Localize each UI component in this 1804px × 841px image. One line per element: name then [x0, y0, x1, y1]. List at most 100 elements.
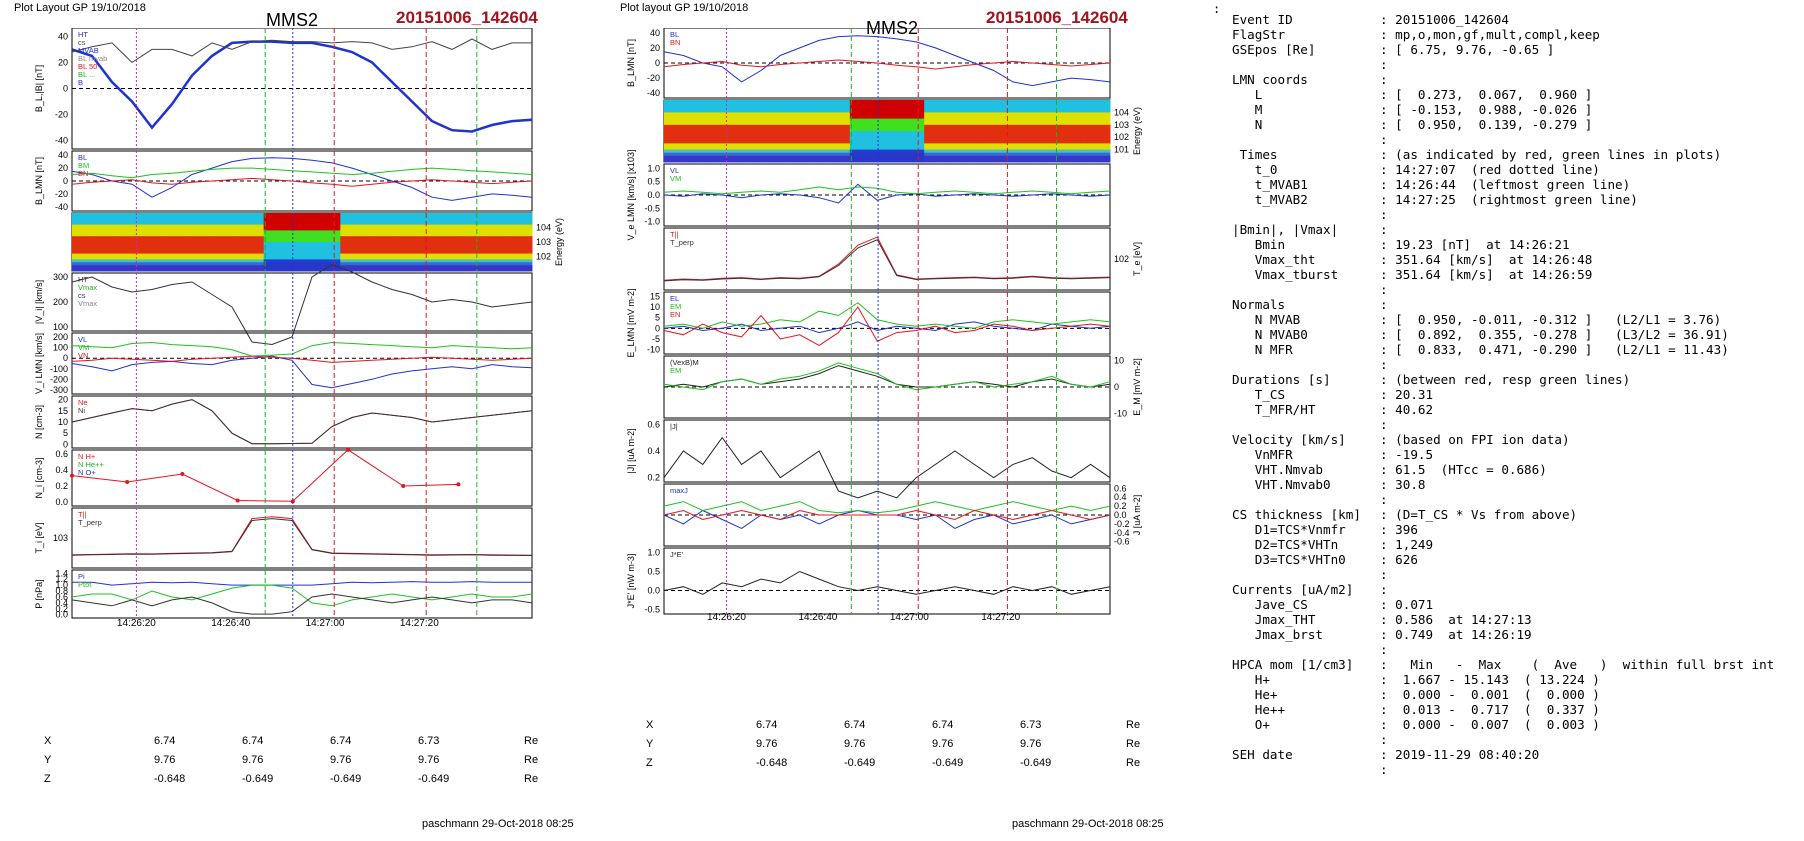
- spectrogram-cell: [378, 213, 387, 220]
- spectrogram-cell: [1043, 106, 1052, 113]
- spectrogram-cell: [256, 218, 265, 226]
- spectrogram-cell: [924, 124, 933, 132]
- spectrogram-cell: [991, 112, 999, 120]
- spectrogram-cell: [102, 224, 111, 231]
- spectrogram-cell: [164, 213, 173, 220]
- left-ytick-label: 20: [58, 57, 68, 67]
- spectrogram-cell: [805, 100, 814, 107]
- spectrogram-cell: [983, 106, 992, 113]
- spectrogram-cell: [775, 100, 784, 107]
- spectrogram-cell: [394, 230, 403, 237]
- summary-key: Currents [uA/m2]: [1232, 582, 1354, 597]
- spectrogram-cell: [317, 236, 326, 243]
- spectrogram-cell: [447, 247, 456, 255]
- spectrogram-cell: [775, 137, 784, 144]
- spectrogram-cell: [1057, 118, 1066, 126]
- spectrogram-cell: [1020, 137, 1029, 144]
- spectrogram-cell: [924, 112, 933, 120]
- summary-row: Currents [uA/m2]:: [1232, 582, 1804, 597]
- summary-row: D2=TCS*VHTn: 1,249: [1232, 537, 1804, 552]
- spectrogram-cell: [730, 106, 739, 113]
- position-row-label: X: [44, 735, 52, 747]
- spectrogram-cell: [1013, 100, 1022, 107]
- spectrogram-cell: [760, 100, 769, 107]
- left-spacecraft-title: MMS2: [266, 10, 319, 30]
- left-series--b-: [71, 38, 532, 64]
- summary-row: Durations [s]: (between red, resp green …: [1232, 372, 1804, 387]
- spectrogram-cell: [118, 236, 127, 243]
- spectrogram-cell: [678, 124, 687, 132]
- spectrogram-cell: [730, 118, 739, 126]
- left-ytick-label: 103: [53, 533, 68, 543]
- mid-ytick-label: -10: [647, 345, 660, 355]
- position-value: 6.74: [154, 735, 176, 747]
- spectrogram-cell: [432, 247, 441, 255]
- spectrogram-cell: [1057, 143, 1066, 151]
- summary-value: : 1.667 - 15.143 ( 13.224 ): [1380, 672, 1600, 687]
- spectrogram-cell: [953, 137, 962, 144]
- spectrogram-cell: [753, 118, 762, 126]
- spectrogram-cell: [730, 131, 739, 138]
- spectrogram-cell: [797, 100, 806, 107]
- mid-ytick-label: 10: [1114, 355, 1124, 365]
- mid-series-el: [663, 321, 1111, 334]
- spectrogram-cell: [775, 118, 784, 126]
- spectrogram-cell: [233, 218, 242, 226]
- spectrogram-cell: [332, 230, 341, 237]
- summary-key: Velocity [km/s]: [1232, 432, 1346, 447]
- mid-panel-frame: [663, 291, 1111, 355]
- left-series-p-total: [72, 581, 532, 586]
- spectrogram-cell: [72, 230, 81, 237]
- spectrogram-cell: [516, 213, 525, 220]
- spectrogram-cell: [171, 224, 180, 231]
- left-legend-entry: HT: [78, 275, 88, 284]
- spectrogram-cell: [225, 218, 234, 226]
- spectrogram-cell: [256, 224, 265, 231]
- summary-row: VnMFR: -19.5: [1232, 447, 1804, 462]
- spectrogram-cell: [394, 224, 403, 231]
- summary-value: : (D=T_CS * Vs from above): [1380, 507, 1578, 522]
- mid-ytick-label: 0: [1114, 382, 1119, 392]
- spectrogram-cell: [968, 106, 977, 113]
- left-legend-entry: cs: [78, 38, 86, 47]
- left-legend-entry: MVAB: [78, 46, 99, 55]
- spectrogram-cell: [225, 213, 234, 220]
- spectrogram-cell: [820, 112, 829, 120]
- spectrogram-cell: [447, 224, 456, 231]
- spectrogram-cell: [968, 112, 977, 120]
- spectrogram-cell: [102, 242, 111, 249]
- spectrogram-cell: [486, 224, 495, 231]
- summary-value: :: [1380, 642, 1388, 657]
- spectrogram-cell: [790, 137, 799, 144]
- spectrogram-cell: [738, 118, 747, 126]
- spectrogram-cell: [768, 112, 776, 120]
- summary-row: :: [1232, 567, 1804, 582]
- spectrogram-cell: [171, 253, 180, 260]
- spectrogram-cell: [708, 137, 717, 144]
- spectrogram-cell: [148, 224, 157, 231]
- summary-row: T_MFR/HT: 40.62: [1232, 402, 1804, 417]
- spectrogram-cell: [760, 112, 769, 120]
- summary-key: T_CS: [1232, 387, 1286, 402]
- spectrogram-cell: [164, 242, 173, 249]
- mid-ylabel: |J| [uA m-2]: [626, 428, 636, 473]
- spectrogram-cell: [946, 112, 955, 120]
- spectrogram-cell: [1028, 106, 1037, 113]
- spectrogram-cell: [820, 143, 829, 151]
- spectrogram-cell: [302, 236, 311, 243]
- spectrogram-cell: [148, 213, 157, 220]
- spectrogram-cell: [486, 213, 495, 220]
- spectrogram-low-band: [664, 152, 1110, 162]
- spectrogram-cell: [317, 224, 326, 231]
- spectrogram-cell: [156, 230, 165, 237]
- spectrogram-cell: [916, 112, 925, 120]
- spectrogram-cell: [87, 253, 96, 260]
- spectrogram-cell: [279, 213, 288, 220]
- left-legend-entry: BL 50: [78, 62, 97, 71]
- spectrogram-cell: [820, 124, 829, 132]
- spectrogram-cell: [486, 242, 495, 249]
- summary-value: :: [1380, 207, 1388, 222]
- spectrogram-cell: [302, 253, 311, 260]
- spectrogram-cell: [1102, 124, 1111, 132]
- spectrogram-cell: [386, 218, 395, 226]
